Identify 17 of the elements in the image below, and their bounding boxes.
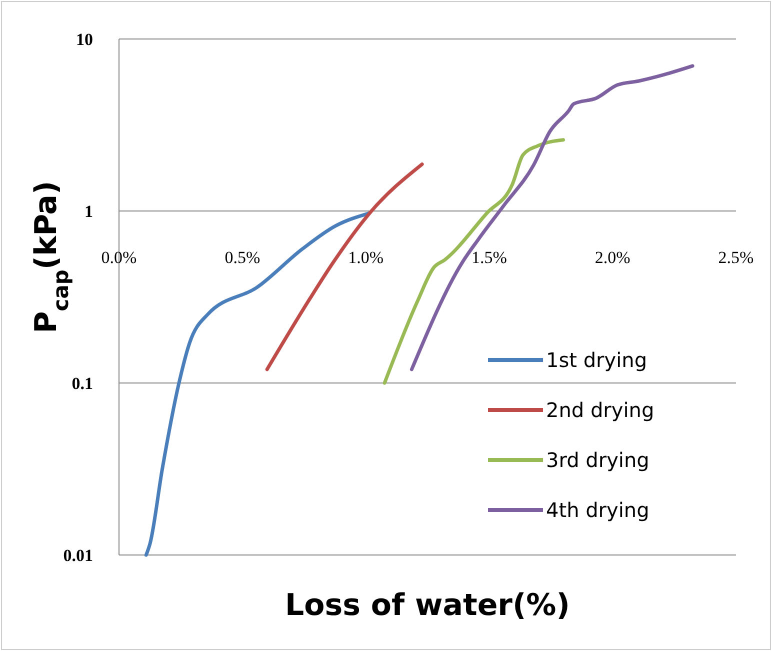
x-tick-label: 2.0% xyxy=(594,248,630,267)
legend-label: 2nd drying xyxy=(546,398,654,422)
x-tick-label: 2.5% xyxy=(718,248,754,267)
legend-label: 3rd drying xyxy=(546,448,650,472)
legend-label: 4th drying xyxy=(546,498,650,522)
y-tick-label: 0.01 xyxy=(63,546,93,565)
y-tick-label: 0.1 xyxy=(72,374,93,393)
y-tick-label: 1 xyxy=(84,202,93,221)
x-tick-label: 1.5% xyxy=(471,248,507,267)
x-tick-label: 1.0% xyxy=(348,248,384,267)
x-tick-label: 0.5% xyxy=(224,248,260,267)
legend-label: 1st drying xyxy=(546,348,648,372)
line-series xyxy=(410,64,694,372)
y-tick-label: 10 xyxy=(76,30,93,49)
line-series xyxy=(265,162,424,372)
x-tick-label: 0.0% xyxy=(101,248,137,267)
x-axis-title: Loss of water(%) xyxy=(285,588,570,623)
